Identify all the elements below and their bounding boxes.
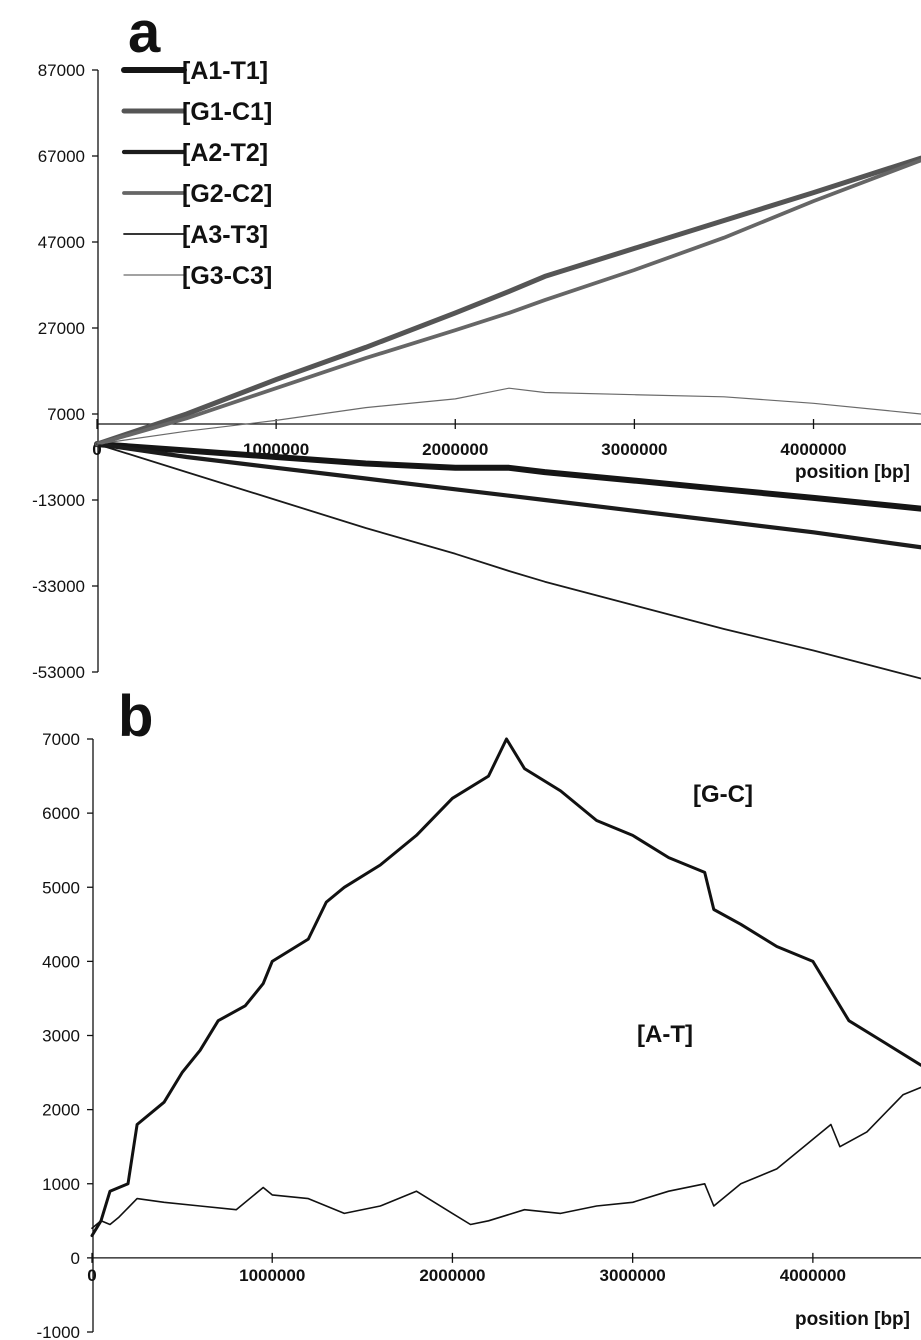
x-tick-label: 2000000 (419, 1266, 485, 1285)
panel-a-axes (97, 70, 921, 672)
y-tick-label: -13000 (32, 491, 85, 510)
panel-b-series (90, 737, 921, 1238)
x-tick-label: 0 (92, 440, 101, 459)
legend-label-a3-t3: [A3-T3] (182, 221, 268, 249)
series-line-g3-c3 (96, 387, 921, 445)
y-tick-label: 27000 (38, 319, 85, 338)
panel-a-letter: a (128, 0, 161, 65)
x-tick-label: 2000000 (422, 440, 488, 459)
y-tick-label: -53000 (32, 663, 85, 682)
panel-b-chart: b 7000 6000 5000 4000 3000 2000 1000 0 -1000 0 10… (37, 684, 921, 1340)
x-tick-label: 3000000 (601, 440, 667, 459)
series-line-g1-c1 (94, 155, 921, 447)
series-line-a1-t1 (94, 441, 921, 512)
x-tick-label: 0 (87, 1266, 96, 1285)
series-line-g2-c2 (95, 158, 921, 446)
panel-a-legend: [A1-T1] [G1-C1] [A2-T2] [G2-C2] [A3-T3] [G3-C… (121, 57, 272, 290)
y-tick-label: 67000 (38, 147, 85, 166)
y-tick-label: 87000 (38, 61, 85, 80)
y-tick-label: 3000 (42, 1027, 80, 1046)
y-tick-label: 4000 (42, 952, 80, 971)
panel-a-x-axis-title: position [bp] (795, 462, 910, 483)
panel-b-series-labels: [G-C] [A-T] (637, 781, 753, 1048)
panel-a-chart: a 87000 67000 47000 27000 7000 -13000 -33000 -5… (32, 0, 921, 682)
series-label-g-c: [G-C] (693, 781, 753, 808)
legend-label-g2-c2: [G2-C2] (182, 180, 272, 208)
panel-b-axes (92, 739, 921, 1332)
legend-label-g3-c3: [G3-C3] (182, 262, 272, 290)
panel-b-letter: b (118, 684, 153, 749)
series-line-g-c (90, 737, 921, 1238)
legend-label-g1-c1: [G1-C1] (182, 98, 272, 126)
panel-b-x-ticks: 0 1000000 2000000 3000000 4000000 (87, 1252, 846, 1285)
y-tick-label: 7000 (42, 730, 80, 749)
series-line-a2-t2 (94, 442, 921, 550)
x-tick-label: 1000000 (239, 1266, 305, 1285)
y-tick-label: 5000 (42, 878, 80, 897)
panel-a-series (94, 155, 921, 680)
y-tick-label: -1000 (37, 1323, 80, 1340)
y-tick-label: 0 (71, 1249, 80, 1268)
x-tick-label: 4000000 (780, 1266, 846, 1285)
legend-label-a2-t2: [A2-T2] (182, 139, 268, 167)
y-tick-label: 2000 (42, 1101, 80, 1120)
series-line-a-t (91, 1086, 921, 1229)
legend-label-a1-t1: [A1-T1] (182, 57, 268, 85)
series-line-a3-t3 (96, 443, 921, 680)
x-tick-label: 4000000 (780, 440, 846, 459)
panel-b-x-axis-title: position [bp] (795, 1309, 910, 1330)
y-tick-label: 1000 (42, 1175, 80, 1194)
y-tick-label: -33000 (32, 577, 85, 596)
series-label-a-t: [A-T] (637, 1021, 693, 1048)
y-tick-label: 7000 (47, 405, 85, 424)
y-tick-label: 47000 (38, 233, 85, 252)
y-tick-label: 6000 (42, 804, 80, 823)
x-tick-label: 3000000 (600, 1266, 666, 1285)
panel-b-y-ticks: 7000 6000 5000 4000 3000 2000 1000 0 -1000 (37, 730, 93, 1340)
panel-a-y-ticks: 87000 67000 47000 27000 7000 -13000 -33000 -530… (32, 61, 98, 682)
